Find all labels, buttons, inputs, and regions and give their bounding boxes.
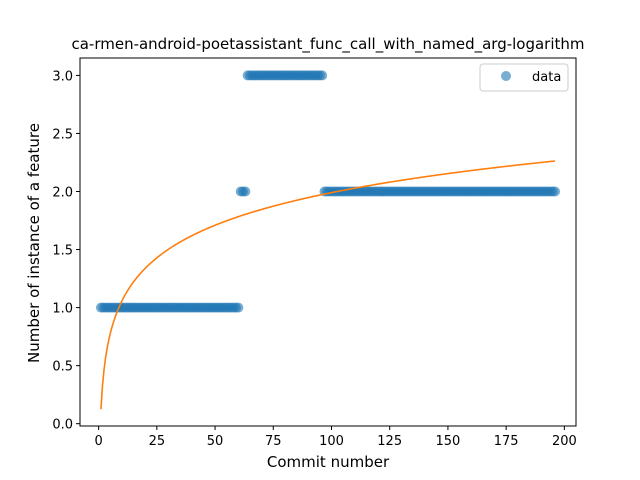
y-tick-label: 3.0 bbox=[52, 69, 73, 84]
x-axis-label: Commit number bbox=[267, 453, 390, 471]
y-tick-label: 2.0 bbox=[52, 186, 73, 201]
x-tick-label: 50 bbox=[207, 434, 224, 449]
data-point bbox=[240, 186, 251, 197]
x-tick-label: 75 bbox=[265, 434, 282, 449]
legend: data bbox=[479, 63, 569, 92]
x-tick-label: 0 bbox=[94, 434, 102, 449]
plot-area: 0 25 50 75 100 125 150 175 200 0.0 0.5 1.0 1.5 2.0 2.5… bbox=[52, 57, 577, 449]
y-tick-label: 0.5 bbox=[52, 360, 73, 375]
axes-frame bbox=[79, 57, 577, 427]
data-point bbox=[233, 302, 244, 313]
y-tick-label: 0.0 bbox=[52, 418, 73, 433]
legend-label: data bbox=[532, 70, 561, 85]
data-point bbox=[550, 186, 561, 197]
x-tick-label: 25 bbox=[149, 434, 166, 449]
chart-title: ca-rmen-android-poetassistant_func_call_… bbox=[71, 35, 584, 54]
x-tick-label: 150 bbox=[436, 434, 461, 449]
x-tick-label: 100 bbox=[319, 434, 344, 449]
fit-line bbox=[100, 160, 556, 410]
legend-marker bbox=[501, 71, 511, 81]
legend-frame bbox=[479, 63, 569, 92]
y-tick-label: 1.0 bbox=[52, 302, 73, 317]
x-tick-label: 125 bbox=[377, 434, 402, 449]
y-tick-label: 2.5 bbox=[52, 127, 73, 142]
x-tick-label: 175 bbox=[494, 434, 519, 449]
data-point bbox=[317, 70, 328, 81]
y-axis-label: Number of instance of a feature bbox=[25, 123, 43, 363]
y-tick-label: 1.5 bbox=[52, 244, 73, 259]
x-tick-label: 200 bbox=[552, 434, 577, 449]
